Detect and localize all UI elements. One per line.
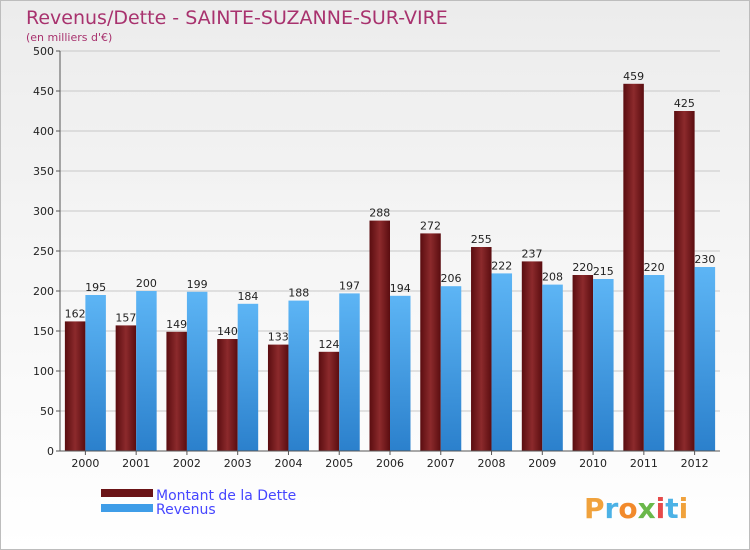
data-label: 220 bbox=[572, 261, 593, 274]
y-tick-label: 450 bbox=[33, 85, 54, 98]
bar-dette bbox=[623, 83, 644, 452]
bar-revenus bbox=[440, 286, 462, 451]
legend: Montant de la Dette Revenus bbox=[101, 488, 296, 518]
bar-dette bbox=[572, 275, 594, 451]
y-tick-label: 250 bbox=[33, 245, 54, 258]
logo-letter: i bbox=[656, 492, 666, 525]
data-label: 206 bbox=[441, 272, 462, 285]
data-label: 425 bbox=[674, 97, 695, 110]
x-tick-label: 2009 bbox=[528, 457, 556, 470]
bar-revenus bbox=[491, 273, 513, 451]
bar-revenus bbox=[643, 275, 665, 451]
x-tick-label: 2003 bbox=[224, 457, 252, 470]
bar-revenus bbox=[136, 291, 157, 451]
y-tick-label: 500 bbox=[33, 45, 54, 58]
legend-swatch-revenus bbox=[101, 504, 153, 512]
y-tick-label: 350 bbox=[33, 165, 54, 178]
data-label: 184 bbox=[237, 290, 258, 303]
bar-revenus bbox=[390, 295, 411, 451]
y-tick-label: 50 bbox=[40, 405, 54, 418]
data-label: 272 bbox=[420, 219, 441, 232]
bar-dette bbox=[369, 220, 390, 451]
bar-revenus bbox=[288, 300, 309, 451]
x-tick-label: 2010 bbox=[579, 457, 607, 470]
bar-dette bbox=[166, 331, 187, 451]
data-label: 149 bbox=[166, 318, 187, 331]
bar-dette bbox=[521, 261, 543, 451]
data-label: 140 bbox=[217, 325, 238, 338]
y-tick-label: 150 bbox=[33, 325, 54, 338]
data-label: 195 bbox=[85, 281, 106, 294]
logo-letter: x bbox=[638, 492, 656, 525]
bar-revenus bbox=[85, 295, 106, 451]
data-label: 162 bbox=[65, 307, 86, 320]
chart-title: Revenus/Dette - SAINTE-SUZANNE-SUR-VIRE bbox=[26, 7, 448, 29]
logo-letter: i bbox=[679, 492, 689, 525]
data-label: 220 bbox=[644, 261, 665, 274]
logo-letter: P bbox=[584, 492, 605, 525]
data-label: 222 bbox=[491, 259, 512, 272]
data-label: 133 bbox=[268, 331, 289, 344]
data-label: 200 bbox=[136, 277, 157, 290]
y-tick-label: 300 bbox=[33, 205, 54, 218]
legend-label-dette: Montant de la Dette bbox=[156, 488, 296, 504]
data-label: 188 bbox=[288, 287, 309, 300]
y-tick-label: 100 bbox=[33, 365, 54, 378]
x-tick-label: 2004 bbox=[274, 457, 302, 470]
y-tick-label: 200 bbox=[33, 285, 54, 298]
legend-swatch-dette bbox=[101, 489, 153, 497]
proxiti-wordmark: Proxiti bbox=[584, 492, 688, 525]
x-tick-label: 2007 bbox=[427, 457, 455, 470]
data-label: 208 bbox=[542, 271, 563, 284]
legend-label-revenus: Revenus bbox=[156, 502, 216, 518]
data-label: 237 bbox=[522, 247, 543, 260]
bar-dette bbox=[217, 339, 238, 451]
bar-dette bbox=[64, 321, 86, 451]
y-tick-label: 0 bbox=[47, 445, 54, 458]
x-tick-label: 2011 bbox=[630, 457, 658, 470]
data-label: 459 bbox=[623, 70, 644, 83]
bar-dette bbox=[471, 247, 492, 451]
bar-dette bbox=[115, 325, 137, 451]
logo-letter: t bbox=[665, 492, 678, 525]
proxiti-logo: Proxiti bbox=[584, 492, 688, 525]
data-label: 124 bbox=[318, 338, 339, 351]
bars: 162 195 157 200 149 199 140 184 133 188 124 197 288 1… bbox=[64, 70, 716, 452]
bar-revenus bbox=[694, 267, 716, 451]
x-axis: 2000 2001 2002 2003 2004 2005 2006 2007 2008 2009… bbox=[60, 450, 720, 470]
bar-revenus bbox=[593, 279, 614, 451]
x-tick-label: 2001 bbox=[122, 457, 150, 470]
logo-letter: r bbox=[605, 492, 619, 525]
y-tick-label: 400 bbox=[33, 125, 54, 138]
x-tick-label: 2006 bbox=[376, 457, 404, 470]
bar-revenus bbox=[237, 303, 259, 451]
data-label: 157 bbox=[115, 311, 136, 324]
data-label: 230 bbox=[694, 253, 715, 266]
x-tick-label: 2008 bbox=[478, 457, 506, 470]
bar-revenus bbox=[542, 284, 563, 451]
data-label: 288 bbox=[369, 207, 390, 220]
x-tick-label: 2012 bbox=[681, 457, 709, 470]
bar-revenus bbox=[339, 293, 360, 451]
y-axis: 0 50 100 150 200 250 300 350 400 450 500 bbox=[33, 45, 61, 458]
bar-dette bbox=[267, 344, 289, 451]
data-label: 255 bbox=[471, 233, 492, 246]
bar-revenus bbox=[186, 291, 208, 451]
data-label: 197 bbox=[339, 279, 360, 292]
x-tick-label: 2000 bbox=[71, 457, 99, 470]
x-tick-label: 2002 bbox=[173, 457, 201, 470]
bar-dette bbox=[318, 351, 340, 451]
x-tick-label: 2005 bbox=[325, 457, 353, 470]
bar-dette bbox=[674, 111, 695, 451]
data-label: 199 bbox=[187, 278, 208, 291]
data-label: 194 bbox=[390, 282, 411, 295]
chart-subtitle: (en milliers d'€) bbox=[26, 31, 112, 44]
data-label: 215 bbox=[593, 265, 614, 278]
bar-dette bbox=[420, 233, 441, 451]
logo-letter: o bbox=[618, 492, 637, 525]
